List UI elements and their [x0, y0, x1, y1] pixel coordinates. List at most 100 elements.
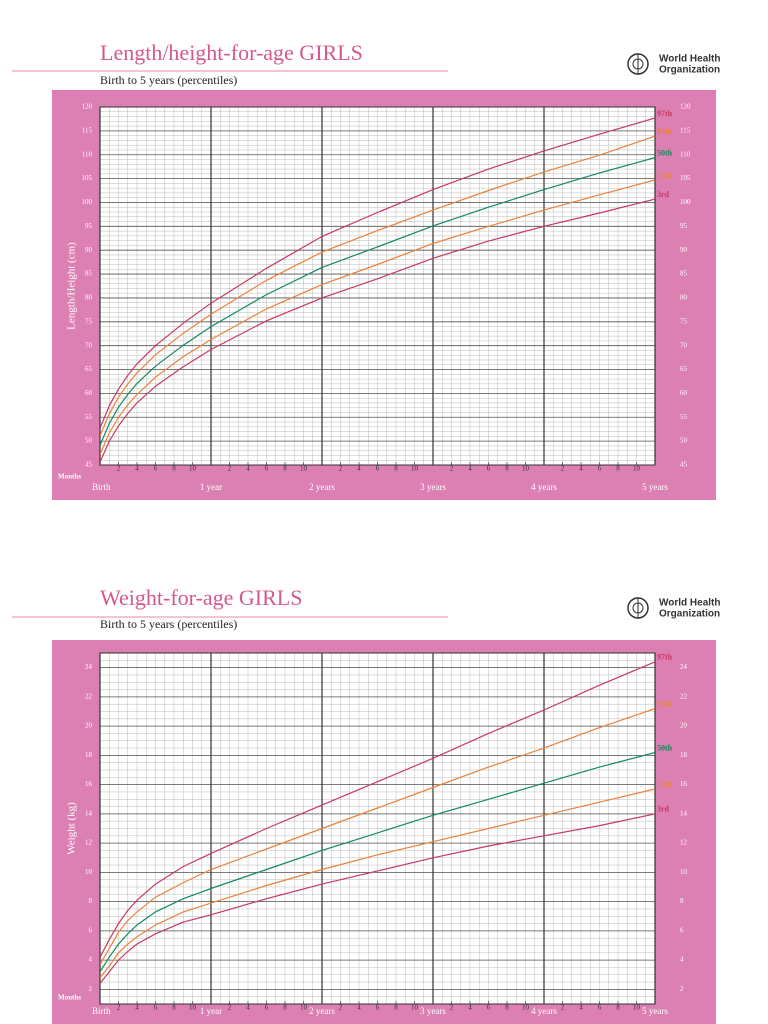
- series-label: 85th: [657, 699, 673, 708]
- y-tick-label: 85: [680, 270, 688, 278]
- x-tick-label: 2: [450, 1004, 454, 1012]
- x-tick-label: 4: [357, 1004, 361, 1012]
- x-tick-label: 10: [300, 1004, 308, 1012]
- x-tick-label: 2: [561, 465, 565, 473]
- x-tick-label: 4: [579, 465, 583, 473]
- year-label: 5 years: [642, 1006, 668, 1016]
- percentile-line: [100, 788, 655, 979]
- x-tick-label: 8: [394, 1004, 398, 1012]
- x-tick-label: 4: [246, 465, 250, 473]
- x-tick-label: 10: [300, 465, 308, 473]
- y-tick-label: 16: [85, 780, 93, 788]
- x-tick-label: 10: [189, 1004, 197, 1012]
- y-tick-label: 22: [85, 692, 93, 700]
- subtitle: Birth to 5 years (percentiles): [100, 73, 237, 87]
- x-tick-label: 4: [468, 465, 472, 473]
- x-tick-label: 8: [616, 465, 620, 473]
- x-tick-label: 8: [283, 1004, 287, 1012]
- y-tick-label: 4: [89, 956, 93, 964]
- plot-border: [99, 652, 656, 1005]
- y-tick-label: 4: [680, 956, 684, 964]
- x-tick-label: 10: [411, 1004, 419, 1012]
- x-tick-label: 4: [468, 1004, 472, 1012]
- x-tick-label: 6: [154, 465, 158, 473]
- y-tick-label: 50: [85, 437, 93, 445]
- y-tick-label: 115: [680, 126, 691, 134]
- year-label: 4 years: [531, 482, 557, 492]
- y-tick-label: 24: [680, 663, 688, 671]
- year-label: Birth: [92, 482, 111, 492]
- y-axis-label: Length/Height (cm): [66, 242, 78, 330]
- y-tick-label: 18: [680, 751, 688, 759]
- y-tick-label: 8: [680, 897, 684, 905]
- y-tick-label: 24: [85, 663, 93, 671]
- x-tick-label: 4: [579, 1004, 583, 1012]
- chart: Weight-for-age GIRLS Birth to 5 years (pe…: [12, 585, 720, 1024]
- y-tick-label: 95: [85, 222, 93, 230]
- x-tick-label: 4: [246, 1004, 250, 1012]
- y-tick-label: 8: [89, 897, 93, 905]
- y-tick-label: 18: [85, 751, 93, 759]
- x-tick-label: 10: [411, 465, 419, 473]
- org-name: World Health: [659, 598, 720, 609]
- y-tick-label: 100: [680, 198, 691, 206]
- y-tick-label: 110: [680, 150, 691, 158]
- year-label: 4 years: [531, 1006, 557, 1016]
- year-label: 3 years: [420, 1006, 446, 1016]
- x-tick-label: 8: [283, 465, 287, 473]
- x-tick-label: 4: [135, 1004, 139, 1012]
- y-tick-label: 65: [680, 365, 688, 373]
- percentile-line: [100, 708, 655, 965]
- y-tick-label: 22: [680, 692, 688, 700]
- x-tick-label: 6: [598, 465, 602, 473]
- percentile-line: [100, 198, 655, 463]
- x-tick-label: 8: [505, 465, 509, 473]
- x-tick-label: 2: [339, 1004, 343, 1012]
- y-tick-label: 70: [85, 341, 93, 349]
- y-tick-label: 85: [85, 270, 93, 278]
- y-tick-label: 80: [85, 294, 93, 302]
- percentile-line: [100, 661, 655, 958]
- x-axis-label: Months: [58, 473, 81, 481]
- y-tick-label: 6: [89, 926, 93, 934]
- x-tick-label: 8: [616, 1004, 620, 1012]
- year-label: 2 years: [309, 1006, 335, 1016]
- series-label: 3rd: [657, 190, 670, 199]
- y-tick-label: 105: [82, 174, 93, 182]
- y-tick-label: 16: [680, 780, 688, 788]
- x-tick-label: 6: [154, 1004, 158, 1012]
- y-tick-label: 20: [85, 722, 93, 730]
- x-tick-label: 6: [265, 1004, 269, 1012]
- series-label: 3rd: [657, 805, 670, 814]
- y-tick-label: 70: [680, 341, 688, 349]
- x-tick-label: 2: [339, 465, 343, 473]
- y-tick-label: 10: [680, 868, 688, 876]
- y-tick-label: 12: [85, 839, 93, 847]
- y-tick-label: 120: [82, 103, 93, 111]
- x-tick-label: 6: [598, 1004, 602, 1012]
- percentile-line: [100, 813, 655, 984]
- x-tick-label: 10: [522, 465, 530, 473]
- y-tick-label: 65: [85, 365, 93, 373]
- y-tick-label: 55: [85, 413, 93, 421]
- y-tick-label: 14: [680, 809, 688, 817]
- org-name: Organization: [659, 609, 720, 620]
- year-label: 1 year: [200, 1006, 222, 1016]
- who-logo: [627, 597, 649, 619]
- y-tick-label: 60: [85, 389, 93, 397]
- series-label: 15th: [657, 171, 673, 180]
- percentile-line: [100, 117, 655, 429]
- x-tick-label: 6: [265, 465, 269, 473]
- org-name: World Health: [659, 54, 720, 65]
- plot-border: [99, 106, 656, 466]
- x-tick-label: 8: [172, 465, 176, 473]
- y-tick-label: 14: [85, 809, 93, 817]
- y-tick-label: 75: [680, 317, 688, 325]
- y-tick-label: 45: [680, 461, 688, 469]
- y-tick-label: 2: [680, 985, 684, 993]
- year-label: Birth: [92, 1006, 111, 1016]
- y-tick-label: 100: [82, 198, 93, 206]
- y-tick-label: 12: [680, 839, 688, 847]
- series-label: 85th: [657, 127, 673, 136]
